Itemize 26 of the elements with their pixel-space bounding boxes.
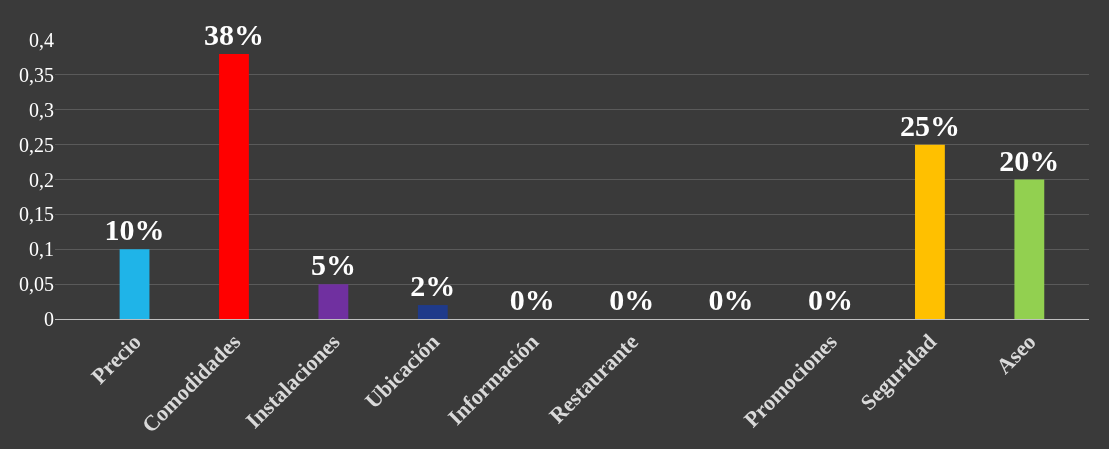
y-tick-label: 0,25	[19, 133, 54, 156]
y-tick-label: 0,35	[19, 63, 54, 86]
y-tick-label: 0,1	[29, 238, 54, 261]
data-label: 38%	[203, 17, 264, 51]
y-tick-label: 0,2	[29, 168, 54, 191]
data-label: 0%	[808, 283, 853, 316]
data-label: 0%	[708, 283, 754, 316]
bar	[318, 284, 349, 319]
x-tick-label: Aseo	[991, 329, 1041, 379]
y-tick-label: 0	[44, 308, 54, 330]
data-label: 25%	[899, 108, 960, 142]
bar	[417, 305, 448, 319]
data-label: 0%	[609, 283, 655, 316]
data-label: 2%	[410, 269, 456, 303]
y-tick-label: 0,15	[19, 203, 54, 226]
bar	[119, 249, 150, 319]
y-tick-label: 0,05	[19, 273, 54, 296]
y-tick-label: 0,4	[29, 29, 54, 51]
data-label: 5%	[310, 248, 356, 282]
y-tick-label: 0,3	[29, 98, 54, 121]
data-label: 10%	[104, 213, 165, 247]
data-label: 0%	[509, 283, 555, 316]
bar	[915, 144, 945, 319]
data-label: 20%	[999, 143, 1060, 177]
bar	[1014, 179, 1045, 319]
bar	[219, 53, 249, 319]
